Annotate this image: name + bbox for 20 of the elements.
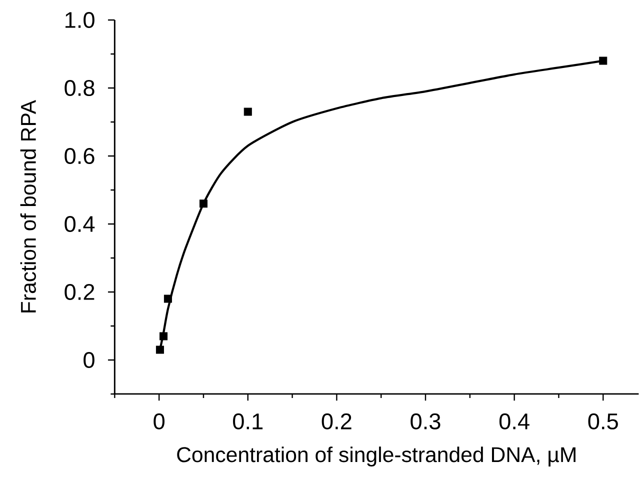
- y-tick-label: 0.2: [64, 284, 94, 300]
- point: [244, 108, 252, 116]
- x-tick-label: 0.5: [588, 413, 618, 430]
- x-tick-label: 0.1: [233, 413, 263, 430]
- x-axis-title: Concentration of single-stranded DNA, µM: [177, 446, 576, 466]
- y-tick-label: 0: [84, 352, 94, 368]
- point: [160, 332, 168, 340]
- point: [164, 294, 172, 303]
- y-tick-label: 0.4: [64, 216, 95, 232]
- y-axis-title: Fraction of bound RPA: [20, 100, 36, 312]
- x-tick-label: 0.4: [499, 413, 530, 430]
- x-tick-label: 0.2: [322, 413, 352, 430]
- x-tick-label: 0.3: [410, 413, 440, 430]
- point: [156, 346, 164, 354]
- y-tick-label: 1.0: [66, 12, 94, 28]
- y-tick-label: 0.8: [64, 80, 94, 96]
- point: [199, 200, 208, 208]
- y-tick-label: 0.6: [64, 148, 94, 164]
- point: [599, 56, 608, 65]
- x-tick-label: 0: [154, 413, 165, 430]
